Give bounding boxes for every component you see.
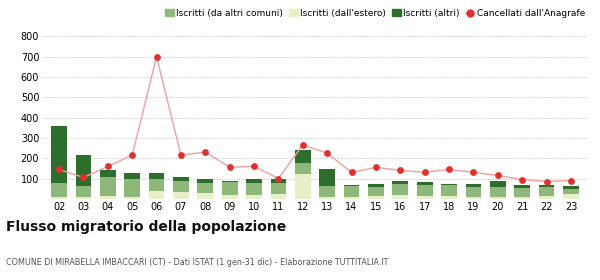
Point bbox=[225, 165, 235, 170]
Bar bbox=[76, 186, 91, 197]
Point bbox=[371, 165, 381, 170]
Bar bbox=[51, 197, 67, 199]
Bar bbox=[271, 183, 286, 194]
Bar bbox=[417, 185, 433, 196]
Bar bbox=[563, 186, 579, 189]
Point bbox=[420, 170, 430, 175]
Point bbox=[493, 173, 503, 178]
Point bbox=[54, 167, 64, 172]
Bar bbox=[319, 197, 335, 199]
Bar bbox=[197, 183, 213, 193]
Point bbox=[542, 179, 551, 184]
Bar bbox=[295, 163, 311, 174]
Bar bbox=[197, 179, 213, 183]
Bar bbox=[344, 186, 359, 197]
Bar bbox=[539, 196, 554, 199]
Point bbox=[176, 153, 186, 157]
Bar bbox=[466, 197, 481, 199]
Point bbox=[298, 143, 308, 147]
Bar bbox=[490, 187, 506, 197]
Bar bbox=[76, 155, 91, 186]
Bar bbox=[246, 179, 262, 183]
Point bbox=[152, 54, 161, 59]
Bar bbox=[539, 187, 554, 196]
Bar bbox=[173, 181, 189, 192]
Bar bbox=[392, 184, 408, 195]
Bar bbox=[222, 195, 238, 199]
Bar bbox=[392, 195, 408, 199]
Bar bbox=[368, 184, 384, 187]
Bar bbox=[466, 187, 481, 197]
Bar bbox=[246, 183, 262, 195]
Point bbox=[79, 175, 88, 180]
Bar bbox=[344, 185, 359, 186]
Point bbox=[249, 164, 259, 169]
Bar bbox=[173, 178, 189, 181]
Text: Flusso migratorio della popolazione: Flusso migratorio della popolazione bbox=[6, 220, 286, 234]
Point bbox=[517, 177, 527, 182]
Bar bbox=[392, 181, 408, 184]
Bar bbox=[295, 174, 311, 199]
Bar bbox=[100, 196, 116, 199]
Bar bbox=[271, 194, 286, 199]
Bar bbox=[149, 173, 164, 179]
Bar bbox=[319, 169, 335, 186]
Bar bbox=[173, 192, 189, 199]
Point bbox=[200, 150, 210, 154]
Bar bbox=[100, 170, 116, 178]
Bar bbox=[319, 186, 335, 197]
Bar bbox=[514, 185, 530, 188]
Point bbox=[274, 176, 283, 181]
Bar bbox=[539, 185, 554, 187]
Bar bbox=[124, 197, 140, 199]
Bar bbox=[197, 193, 213, 199]
Bar bbox=[295, 150, 311, 163]
Bar bbox=[514, 197, 530, 199]
Bar bbox=[563, 189, 579, 194]
Bar bbox=[51, 183, 67, 197]
Bar bbox=[149, 191, 164, 199]
Bar bbox=[124, 179, 140, 197]
Bar bbox=[466, 184, 481, 187]
Point bbox=[444, 167, 454, 172]
Bar bbox=[271, 179, 286, 183]
Bar bbox=[441, 196, 457, 199]
Point bbox=[469, 170, 478, 175]
Text: COMUNE DI MIRABELLA IMBACCARI (CT) - Dati ISTAT (1 gen-31 dic) - Elaborazione TU: COMUNE DI MIRABELLA IMBACCARI (CT) - Dat… bbox=[6, 258, 388, 267]
Bar bbox=[441, 185, 457, 196]
Bar bbox=[222, 181, 238, 195]
Bar bbox=[76, 197, 91, 199]
Bar bbox=[514, 188, 530, 197]
Point bbox=[127, 153, 137, 157]
Point bbox=[566, 178, 576, 183]
Point bbox=[103, 164, 113, 169]
Point bbox=[347, 170, 356, 175]
Bar bbox=[490, 181, 506, 187]
Point bbox=[322, 151, 332, 155]
Bar bbox=[344, 197, 359, 199]
Point bbox=[395, 168, 405, 172]
Bar bbox=[490, 197, 506, 199]
Bar bbox=[149, 179, 164, 191]
Bar bbox=[417, 196, 433, 199]
Bar bbox=[368, 196, 384, 199]
Bar bbox=[368, 187, 384, 196]
Bar bbox=[563, 194, 579, 199]
Bar bbox=[417, 181, 433, 185]
Legend: Iscritti (da altri comuni), Iscritti (dall'estero), Iscritti (altri), Cancellati: Iscritti (da altri comuni), Iscritti (da… bbox=[161, 5, 589, 21]
Bar bbox=[124, 173, 140, 179]
Bar bbox=[51, 126, 67, 183]
Bar bbox=[441, 184, 457, 185]
Bar bbox=[246, 195, 262, 199]
Bar bbox=[100, 178, 116, 196]
